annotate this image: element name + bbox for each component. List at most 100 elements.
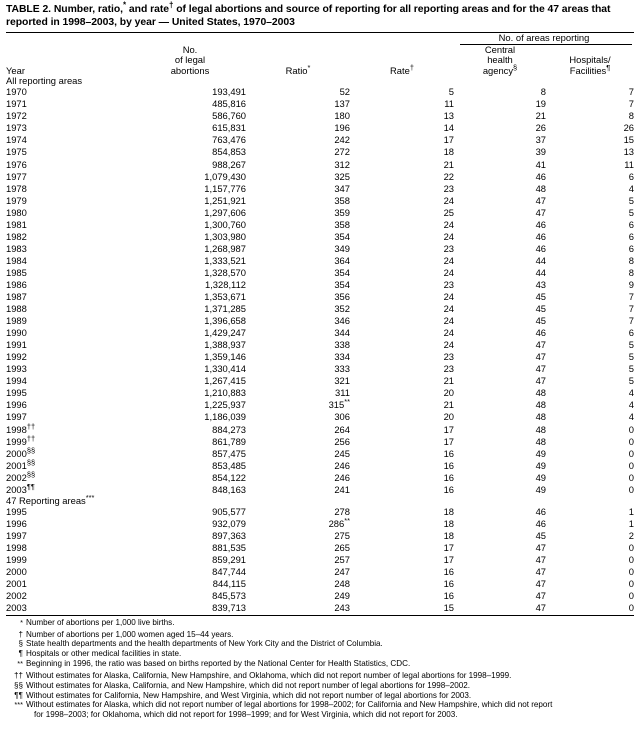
footnote-text-line1: Number of abortions per 1,000 live birth… — [26, 618, 175, 628]
cell-central-health-agency: 47 — [454, 195, 546, 207]
cell-rate-value: 24 — [443, 315, 454, 327]
cell-no-legal-abortions-value: 1,328,570 — [204, 266, 246, 278]
cell-year: 1999†† — [6, 434, 134, 448]
footnote-text: State health departments and the health … — [26, 639, 634, 649]
table-row: 1996 932,079 286** 18 46 1 — [6, 517, 634, 530]
title-line1-part-c: of legal abortions and source of reporti… — [173, 4, 611, 15]
cell-no-legal-abortions-value: 1,359,146 — [204, 351, 246, 363]
column-header-no-legal-abortions: No. of legal abortions — [134, 44, 246, 76]
cell-rate: 15 — [350, 602, 454, 614]
cell-no-legal-abortions-value: 881,535 — [212, 542, 246, 554]
cell-hospitals-facilities: 0 — [546, 484, 634, 496]
footnote-marker: ¶¶ — [6, 691, 26, 701]
cell-no-legal-abortions: 1,300,760 — [134, 219, 246, 231]
cell-rate-value: 15 — [443, 602, 454, 614]
cell-rate: 17 — [350, 134, 454, 146]
footnote-row: § State health departments and the health… — [6, 639, 634, 649]
cell-year-value: 1985 — [6, 266, 27, 278]
cell-no-legal-abortions: 1,328,570 — [134, 267, 246, 279]
cell-no-legal-abortions-value: 859,291 — [212, 554, 246, 566]
cell-rate-value: 21 — [443, 399, 454, 411]
cell-no-legal-abortions-value: 1,300,760 — [204, 218, 246, 230]
cell-hospitals-facilities: 6 — [546, 219, 634, 231]
cell-ratio: 364 — [246, 255, 350, 267]
cell-ratio: 354 — [246, 279, 350, 291]
cell-ratio: 246 — [246, 460, 350, 472]
cell-hospitals-facilities: 4 — [546, 183, 634, 195]
cell-ratio: 286** — [246, 517, 350, 530]
table-body: All reporting areas 1970 193,491 52 5 8 7 1971 4… — [6, 75, 634, 615]
cell-ratio: 256 — [246, 436, 350, 448]
cell-year-value: 1996 — [6, 399, 27, 411]
cell-no-legal-abortions: 839,713 — [134, 602, 246, 614]
cell-hospitals-facilities: 6 — [546, 327, 634, 339]
cell-no-legal-abortions: 193,491 — [134, 86, 246, 98]
footnote-marker: † — [6, 630, 26, 640]
cell-ratio: 346 — [246, 315, 350, 327]
cell-rate: 5 — [350, 86, 454, 98]
cell-year-footnote-marker: §§ — [26, 445, 36, 455]
cell-rate-value: 17 — [443, 554, 454, 566]
cell-central-health-agency: 46 — [454, 327, 546, 339]
cell-year: 1995 — [6, 387, 134, 399]
section-heading-label: 47 Reporting areas — [6, 494, 86, 506]
cell-ratio-value: 364 — [334, 254, 350, 266]
cell-hospitals-facilities-value: 5 — [628, 194, 634, 206]
cell-ratio: 137 — [246, 98, 350, 110]
cell-central-health-agency: 37 — [454, 134, 546, 146]
cell-central-health-agency: 47 — [454, 375, 546, 387]
cell-rate-value: 23 — [443, 242, 454, 254]
cell-ratio: 354 — [246, 267, 350, 279]
cell-hospitals-facilities: 5 — [546, 195, 634, 207]
cell-central-health-agency: 45 — [454, 315, 546, 327]
table-row: 1977 1,079,430 325 22 46 6 — [6, 171, 634, 183]
column-header-ratio-label: Ratio — [285, 64, 308, 76]
cell-no-legal-abortions-value: 1,328,112 — [204, 278, 246, 290]
footnote-marker-symbol: ** — [17, 659, 23, 669]
cell-year: 1989 — [6, 315, 134, 327]
table-row: 1982 1,303,980 354 24 46 6 — [6, 231, 634, 243]
cell-rate: 18 — [350, 146, 454, 158]
column-header-rate: Rate† — [350, 45, 454, 76]
table-row: 1989 1,396,658 346 24 45 7 — [6, 315, 634, 327]
cell-rate-value: 24 — [443, 291, 454, 303]
cell-hospitals-facilities-value: 6 — [628, 218, 634, 230]
cell-no-legal-abortions-value: 1,251,921 — [204, 194, 246, 206]
cell-hospitals-facilities-value: 5 — [628, 363, 634, 375]
cell-central-health-agency-value: 49 — [535, 459, 546, 471]
cell-hospitals-facilities-value: 0 — [628, 447, 634, 459]
table-section-heading: All reporting areas — [6, 75, 634, 86]
cell-no-legal-abortions-value: 1,210,883 — [204, 387, 246, 399]
cell-central-health-agency: 48 — [454, 424, 546, 436]
cell-no-legal-abortions-value: 1,396,658 — [204, 315, 246, 327]
cell-ratio: 325 — [246, 171, 350, 183]
table-bottom-rule — [6, 614, 634, 616]
cell-central-health-agency-value: 47 — [535, 602, 546, 614]
cell-rate-value: 18 — [443, 530, 454, 542]
cell-hospitals-facilities-value: 7 — [628, 303, 634, 315]
cell-central-health-agency: 48 — [454, 436, 546, 448]
footnote-text-line2: for 1998–2003; for Oklahoma, which did n… — [34, 710, 458, 720]
table-title: TABLE 2. Number, ratio,* and rate† of le… — [6, 1, 634, 29]
column-header-hospitals-footnote-marker: ¶ — [606, 62, 611, 72]
column-header-year: Year — [6, 64, 25, 76]
cell-rate-value: 18 — [443, 518, 454, 530]
table-header: No. of areas reporting Year No. of legal… — [6, 33, 634, 76]
table-row: 1995 1,210,883 311 20 48 4 — [6, 387, 634, 399]
cell-year-value: 1998 — [6, 423, 27, 435]
cell-no-legal-abortions: 1,388,937 — [134, 339, 246, 351]
cell-rate-value: 24 — [443, 230, 454, 242]
cell-central-health-agency: 47 — [454, 566, 546, 578]
cell-ratio: 196 — [246, 122, 350, 134]
cell-hospitals-facilities-value: 26 — [623, 122, 634, 134]
cell-rate-value: 22 — [443, 170, 454, 182]
cell-no-legal-abortions-value: 193,491 — [212, 86, 246, 98]
cell-year: 1974 — [6, 134, 134, 146]
footnote-marker-symbol: * — [20, 618, 23, 628]
cell-year-value: 1999 — [6, 435, 27, 447]
cell-rate: 17 — [350, 436, 454, 448]
cell-central-health-agency-value: 47 — [535, 351, 546, 363]
footnote-text: Beginning in 1996, the ratio was based o… — [26, 659, 634, 669]
cell-year: 1981 — [6, 219, 134, 231]
cell-year: 1972 — [6, 110, 134, 122]
